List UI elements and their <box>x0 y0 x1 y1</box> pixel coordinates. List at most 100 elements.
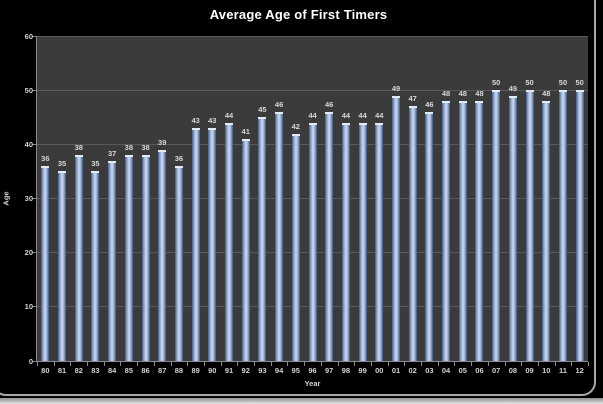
x-axis-tick <box>203 362 205 366</box>
x-tick-label: 90 <box>208 366 217 375</box>
x-axis-tick <box>537 362 539 366</box>
x-axis-tick <box>387 362 389 366</box>
x-tick-label: 97 <box>325 366 334 375</box>
x-axis-title: Year <box>304 379 321 388</box>
bar <box>141 155 150 361</box>
bar-value-label: 50 <box>491 78 501 88</box>
x-tick-label: 85 <box>124 366 133 375</box>
x-axis-tick <box>237 362 239 366</box>
x-tick-label: 04 <box>441 366 451 375</box>
y-axis-tick <box>32 198 37 199</box>
bar-value-label: 43 <box>191 116 200 126</box>
bar <box>191 128 200 361</box>
x-axis-tick <box>454 362 456 366</box>
x-tick-label: 06 <box>475 366 484 375</box>
gridline <box>37 89 588 91</box>
bar <box>275 111 284 361</box>
x-tick-label: 02 <box>408 366 417 375</box>
bar-value-label: 39 <box>158 137 167 147</box>
bar <box>208 128 217 361</box>
bar <box>308 122 317 361</box>
bar-value-label: 50 <box>575 78 584 88</box>
x-axis-tick <box>588 362 589 366</box>
bar <box>375 122 384 361</box>
bar-value-label: 38 <box>74 143 83 153</box>
bar <box>74 155 83 361</box>
bar <box>525 90 534 361</box>
x-axis-tick <box>437 362 439 366</box>
bar-value-label: 44 <box>375 110 384 120</box>
bar-value-label: 37 <box>107 148 117 158</box>
y-axis-tick-label: 40 <box>24 139 33 149</box>
x-axis-tick <box>487 362 489 366</box>
bar-value-label: 49 <box>391 83 401 93</box>
bar-value-label: 43 <box>208 116 217 126</box>
x-tick-label: 82 <box>74 366 83 375</box>
x-tick-label: 99 <box>358 366 367 375</box>
bar-value-label: 38 <box>124 143 133 153</box>
y-axis-tick-label: 50 <box>24 85 33 95</box>
x-axis-tick <box>554 362 556 366</box>
x-tick-label: 12 <box>575 366 584 375</box>
y-axis-tick <box>32 89 37 91</box>
x-tick-label: 92 <box>241 366 250 375</box>
bar <box>475 101 484 361</box>
x-tick-label: 98 <box>341 366 351 375</box>
x-axis-tick <box>337 362 339 366</box>
x-axis-tick <box>404 362 406 366</box>
x-axis-tick <box>471 362 473 366</box>
x-tick-label: 80 <box>41 366 50 375</box>
x-axis-tick <box>187 362 189 366</box>
bar-value-label: 47 <box>408 94 417 104</box>
x-tick-label: 81 <box>57 366 67 375</box>
y-axis-tick-label: 20 <box>24 248 33 258</box>
bar-value-label: 46 <box>325 99 334 109</box>
bar <box>425 111 434 361</box>
bar <box>458 101 467 361</box>
bar <box>41 166 50 361</box>
x-axis-tick <box>270 362 272 366</box>
bar <box>158 149 167 361</box>
bar-value-label: 45 <box>258 105 267 115</box>
bar-value-label: 50 <box>558 78 568 88</box>
bar-value-label: 48 <box>542 89 551 98</box>
x-axis-tick <box>103 362 105 366</box>
bar <box>91 171 100 361</box>
bar-value-label: 41 <box>241 126 250 136</box>
x-axis-tick <box>170 362 172 366</box>
x-tick-label: 95 <box>291 366 300 375</box>
x-axis-tick <box>354 362 356 366</box>
bar-value-label: 48 <box>475 89 484 98</box>
x-axis-tick <box>254 362 256 366</box>
bar-value-label: 48 <box>441 89 451 98</box>
x-tick-label: 09 <box>525 366 534 375</box>
bar-value-label: 36 <box>174 154 184 163</box>
bar <box>391 95 400 361</box>
x-tick-label: 00 <box>375 366 384 375</box>
bar <box>492 90 501 361</box>
bar <box>558 90 567 361</box>
y-axis-tick-label: 0 <box>28 356 33 366</box>
x-axis-tick <box>53 362 55 366</box>
photo-shadow <box>0 398 603 404</box>
x-axis-tick <box>37 362 38 366</box>
bar-value-label: 42 <box>291 121 300 131</box>
bar <box>408 106 417 361</box>
bar <box>508 95 517 361</box>
bar-value-label: 48 <box>458 89 467 98</box>
y-axis-tick-label: 10 <box>24 302 33 312</box>
x-axis-tick <box>87 362 89 366</box>
bar-value-label: 35 <box>57 159 67 169</box>
x-tick-label: 08 <box>508 366 518 375</box>
x-axis-tick <box>220 362 222 366</box>
x-axis-tick <box>320 362 322 366</box>
x-tick-label: 91 <box>224 366 234 375</box>
bar <box>575 90 584 361</box>
x-axis-tick <box>521 362 523 366</box>
bar-value-label: 38 <box>141 143 150 153</box>
x-tick-label: 01 <box>391 366 401 375</box>
bar-value-label: 46 <box>425 99 434 109</box>
x-axis-tick <box>304 362 306 366</box>
bar <box>258 117 267 361</box>
